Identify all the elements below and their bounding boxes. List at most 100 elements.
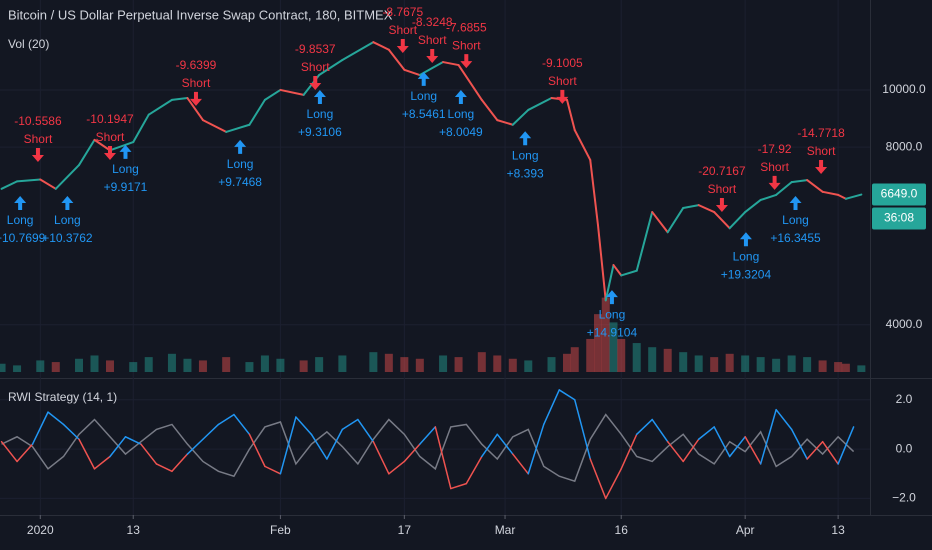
rwi-segment: [372, 440, 390, 475]
volume-bar: [299, 360, 308, 372]
volume-bar: [338, 355, 347, 372]
rwi-segment: [47, 411, 65, 426]
price-segment: [496, 119, 514, 126]
price-segment: [132, 113, 150, 144]
price-segment: [263, 88, 282, 101]
rwi-segment: [512, 453, 530, 475]
volume-bar: [563, 353, 572, 372]
signal-profit: -17.92: [758, 142, 792, 156]
volume-bar: [245, 362, 254, 372]
volume-bar: [51, 362, 60, 372]
x-tick-label: 2020: [27, 523, 54, 537]
price-segment: [728, 211, 747, 230]
volume-bar: [710, 357, 719, 372]
rwi-segment: [233, 413, 251, 436]
rwi-segment: [790, 428, 808, 460]
volume-bar: [508, 358, 517, 372]
x-tick-label: 13: [127, 523, 141, 537]
rwi-segment: [155, 463, 173, 473]
rwi-segment: [450, 482, 468, 490]
long-arrow: [739, 232, 752, 247]
signal-side: Short: [807, 144, 836, 158]
price-segment: [651, 211, 669, 234]
signal-profit: -9.6399: [176, 58, 217, 72]
signal-side: Long: [54, 213, 81, 227]
volume-bar: [90, 355, 99, 372]
rwi-segment: [806, 440, 824, 460]
signal-side: Long: [410, 89, 437, 103]
rwi-segment: [620, 433, 638, 470]
price-segment: [54, 164, 81, 190]
volume-bar: [632, 343, 641, 372]
volume-bar: [129, 362, 138, 372]
price-segment: [604, 264, 615, 302]
price-segment: [372, 41, 390, 51]
long-arrow: [14, 196, 27, 211]
short-arrow: [396, 39, 409, 54]
rwi-segment: [357, 418, 375, 443]
signal-profit: +9.3106: [298, 125, 342, 139]
signal-side: Short: [301, 60, 330, 74]
price-segment: [612, 264, 623, 277]
signal-profit: +9.9171: [104, 180, 148, 194]
rwi-segment: [728, 436, 746, 458]
price-segment: [318, 58, 344, 77]
rwi-segment: [202, 423, 220, 441]
rwi-segment: [171, 453, 189, 473]
signal-side: Long: [733, 249, 760, 263]
signal-profit: -9.8537: [295, 42, 336, 56]
price-segment: [93, 138, 111, 152]
volume-bar: [105, 360, 114, 372]
short-arrow: [460, 54, 473, 69]
signal-side: Short: [96, 130, 125, 144]
rwi-segment: [481, 433, 499, 458]
signal-side: Short: [388, 23, 417, 37]
volume-bar: [818, 360, 827, 372]
volume-bar: [725, 353, 734, 372]
signal-side: Long: [227, 157, 254, 171]
signal-profit: +16.3455: [770, 231, 821, 245]
y-tick-label: 0.0: [896, 441, 913, 455]
price-segment: [806, 179, 824, 193]
price-segment: [480, 98, 499, 122]
price-segment: [0, 180, 19, 190]
signal-profit: +10.7699: [0, 231, 46, 245]
y-tick-label: 8000.0: [886, 139, 923, 153]
volume-bar: [741, 355, 750, 372]
price-segment: [457, 64, 483, 101]
rwi-segment: [465, 455, 483, 485]
rwi-segment: [775, 408, 793, 431]
rwi-segment: [16, 443, 34, 463]
rwi-segment: [109, 436, 127, 458]
price-segment: [442, 61, 460, 67]
volume-bar: [36, 360, 45, 372]
rwi-segment: [604, 468, 622, 500]
volume-bar: [75, 358, 84, 372]
volume-bar: [400, 357, 409, 372]
y-tick-label: 2.0: [896, 392, 913, 406]
signal-profit: -7.6855: [446, 20, 487, 34]
rwi-segment: [821, 440, 839, 465]
signal-side: Long: [307, 107, 334, 121]
volume-bar: [260, 355, 269, 372]
rwi-segment: [217, 413, 235, 426]
price-segment: [279, 88, 305, 96]
volume-bar: [198, 360, 207, 372]
volume-bar: [756, 357, 765, 372]
long-arrow: [234, 139, 247, 154]
volume-bar: [772, 358, 781, 372]
price-segment: [775, 181, 793, 196]
long-arrow: [313, 89, 326, 104]
price-segment: [248, 98, 266, 126]
chart-title: Bitcoin / US Dollar Perpetual Inverse Sw…: [8, 7, 393, 22]
long-arrow: [789, 196, 802, 211]
volume-bar: [609, 322, 618, 372]
rwi-segment: [403, 443, 421, 463]
volume-bar: [524, 360, 533, 372]
signal-profit: +14.9104: [587, 325, 638, 339]
long-arrow: [417, 71, 430, 86]
signal-side: Long: [448, 107, 475, 121]
rwi-segment: [326, 428, 344, 460]
